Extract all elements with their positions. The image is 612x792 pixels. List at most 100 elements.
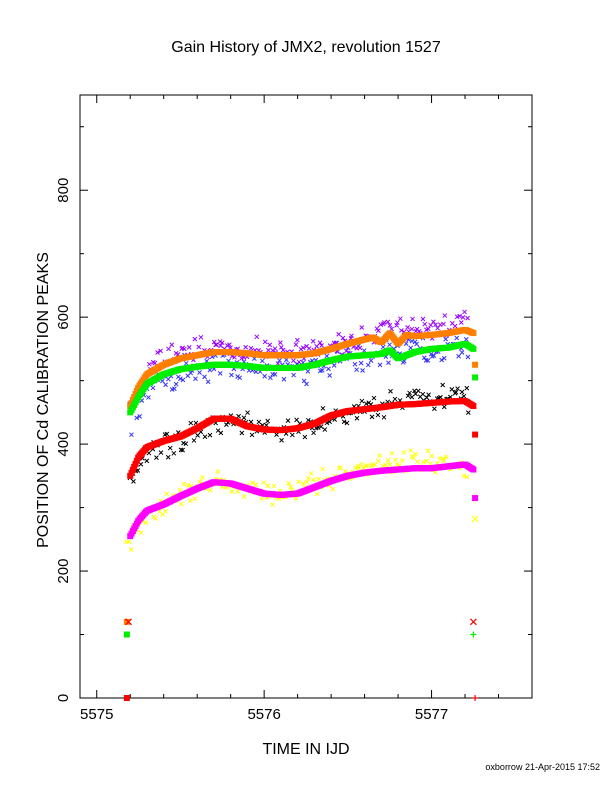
smooth-point-red xyxy=(131,463,138,470)
scatter-point-yellow xyxy=(387,462,393,467)
scatter-point-black xyxy=(459,389,465,395)
scatter-point-yellow xyxy=(316,476,321,482)
scatter-point-yellow xyxy=(320,466,326,472)
edge-marker-square xyxy=(123,618,130,625)
scatter-point-yellow xyxy=(192,496,198,501)
scatter-point-black xyxy=(381,414,387,420)
scatter-point-blue xyxy=(277,358,282,363)
scatter-point-black xyxy=(392,396,398,402)
scatter-point-purple xyxy=(389,326,394,332)
scatter-point-blue xyxy=(305,369,311,374)
scatter-point-yellow xyxy=(408,448,413,453)
scatter-point-blue xyxy=(352,361,358,367)
scatter-point-purple xyxy=(196,344,202,350)
scatter-point-purple xyxy=(198,334,204,340)
scatter-point-black xyxy=(363,401,369,407)
scatter-point-purple xyxy=(291,358,296,364)
scatter-point-purple xyxy=(405,325,411,330)
scatter-point-yellow xyxy=(215,469,221,474)
scatter-point-yellow xyxy=(461,473,467,479)
edge-marker-plus xyxy=(470,631,477,638)
scatter-point-black xyxy=(167,445,173,451)
scatter-point-blue xyxy=(150,385,156,391)
scatter-point-blue xyxy=(387,342,392,348)
smooth-point-red xyxy=(127,472,134,479)
scatter-point-black xyxy=(241,415,247,421)
scatter-point-blue xyxy=(428,351,434,357)
scatter-point-black xyxy=(359,398,365,404)
scatter-point-yellow xyxy=(356,465,361,471)
scatter-point-yellow xyxy=(443,454,449,460)
scatter-point-purple xyxy=(293,342,299,348)
scatter-point-purple xyxy=(278,340,283,345)
scatter-point-yellow xyxy=(410,455,416,461)
footer-credit: oxborrow 21-Apr-2015 17:52 xyxy=(485,762,600,772)
scatter-point-blue xyxy=(454,335,460,341)
edge-marker-square xyxy=(123,631,130,638)
scatter-point-purple xyxy=(314,344,320,349)
scatter-point-black xyxy=(388,388,393,394)
scatter-point-yellow xyxy=(372,462,378,468)
scatter-point-yellow xyxy=(197,479,203,485)
scatter-point-blue xyxy=(137,414,142,419)
scatter-point-blue xyxy=(193,376,198,382)
scatter-point-yellow xyxy=(429,453,435,459)
scatter-point-yellow xyxy=(138,530,144,535)
scatter-point-blue xyxy=(180,377,186,383)
y-tick-label: 400 xyxy=(55,432,72,457)
scatter-point-purple xyxy=(395,320,400,325)
scatter-point-purple xyxy=(152,360,158,366)
scatter-point-black xyxy=(344,420,350,426)
scatter-point-yellow xyxy=(424,458,429,464)
scatter-point-blue xyxy=(386,360,391,366)
scatter-point-blue xyxy=(431,353,437,358)
scatter-point-yellow xyxy=(421,459,426,465)
edge-marker-x xyxy=(471,515,479,523)
scatter-point-purple xyxy=(272,346,278,351)
scatter-point-blue xyxy=(425,358,431,363)
scatter-point-yellow xyxy=(425,448,431,454)
scatter-point-blue xyxy=(129,432,134,438)
scatter-point-black xyxy=(420,391,426,397)
scatter-point-black xyxy=(207,432,213,438)
scatter-point-blue xyxy=(173,381,179,387)
plot-frame xyxy=(79,94,533,699)
edge-marker-square xyxy=(123,695,130,701)
scatter-point-black xyxy=(158,450,164,455)
scatter-point-yellow xyxy=(413,451,418,457)
scatter-point-purple xyxy=(169,342,175,348)
scatter-point-purple xyxy=(217,339,223,344)
scatter-point-blue xyxy=(443,336,449,342)
scatter-point-purple xyxy=(254,334,260,340)
scatter-point-yellow xyxy=(187,498,193,504)
scatter-point-purple xyxy=(306,346,312,351)
scatter-point-black xyxy=(180,447,185,453)
edge-marker-x xyxy=(125,618,132,626)
scatter-point-black xyxy=(405,393,411,399)
scatter-point-yellow xyxy=(464,474,470,480)
y-tick-label: 600 xyxy=(55,305,72,330)
edge-marker-square xyxy=(472,374,479,381)
scatter-point-black xyxy=(265,418,271,424)
scatter-point-yellow xyxy=(394,461,400,467)
scatter-point-blue xyxy=(291,372,296,378)
scatter-point-yellow xyxy=(288,484,294,490)
scatter-point-black xyxy=(256,419,262,425)
scatter-point-yellow xyxy=(365,462,371,468)
scatter-point-blue xyxy=(259,358,265,364)
scatter-point-purple xyxy=(398,316,403,322)
scatter-point-purple xyxy=(465,315,470,321)
scatter-point-purple xyxy=(158,348,163,354)
scatter-point-blue xyxy=(284,357,289,363)
scatter-point-yellow xyxy=(311,477,316,483)
scatter-point-yellow xyxy=(164,491,170,497)
scatter-point-blue xyxy=(326,366,331,372)
scatter-point-black xyxy=(202,434,208,440)
smooth-series-layer xyxy=(127,327,477,540)
scatter-point-purple xyxy=(166,346,171,352)
scatter-point-black xyxy=(245,410,250,416)
edge-marker-plus xyxy=(472,695,479,701)
scatter-point-purple xyxy=(310,338,316,344)
scatter-point-purple xyxy=(385,319,391,325)
